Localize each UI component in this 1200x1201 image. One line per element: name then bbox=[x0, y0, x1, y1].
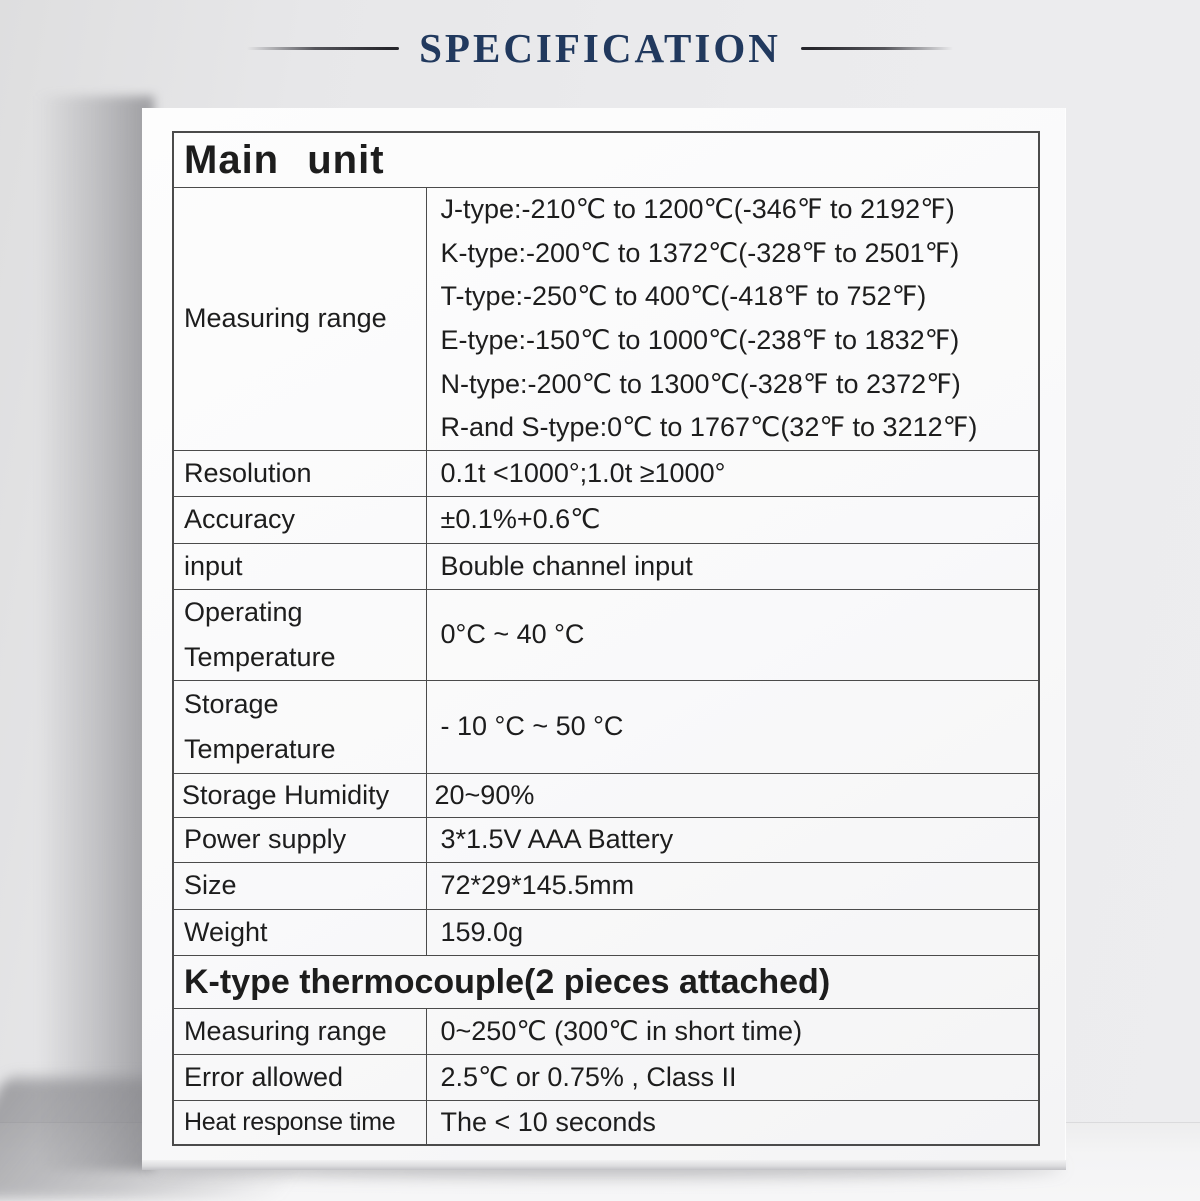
row-value-k-measuring-range: 0~250℃ (300℃ in short time) bbox=[425, 1008, 1040, 1055]
row-value-size: 72*29*145.5mm bbox=[425, 862, 1040, 910]
row-value-error-allowed: 2.5℃ or 0.75% , Class II bbox=[425, 1054, 1040, 1101]
row-label-resolution: Resolution bbox=[172, 450, 427, 497]
table-row-error-allowed: Error allowed 2.5℃ or 0.75% , Class II bbox=[172, 1054, 1040, 1101]
table-row-accuracy: Accuracy ±0.1%+0.6℃ bbox=[172, 496, 1040, 544]
section-header-main-unit: Main unit bbox=[172, 131, 1040, 188]
table-row-measuring-range: Measuring range J-type:-210℃ to 1200℃(-3… bbox=[172, 187, 1040, 451]
table-row-heat-response-time: Heat response time The < 10 seconds bbox=[172, 1100, 1040, 1146]
row-value-operating-temperature: 0°C ~ 40 °C bbox=[425, 589, 1040, 681]
row-value-measuring-range: J-type:-210℃ to 1200℃(-346℉ to 2192℉) K-… bbox=[425, 187, 1040, 451]
measuring-range-line-k: K-type:-200℃ to 1372℃(-328℉ to 2501℉) bbox=[440, 237, 960, 268]
row-label-measuring-range: Measuring range bbox=[172, 187, 427, 451]
spec-table: Main unit Measuring range J-type:-210℃ t… bbox=[172, 131, 1040, 1146]
row-label-operating-temperature: Operating Temperature bbox=[172, 589, 427, 681]
measuring-range-line-rs: R-and S-type:0℃ to 1767℃(32℉ to 3212℉) bbox=[440, 412, 978, 443]
row-label-heat-response-time: Heat response time bbox=[172, 1100, 427, 1146]
table-row-storage-temperature: Storage Temperature - 10 °C ~ 50 °C bbox=[172, 680, 1040, 774]
page-header: SPECIFICATION bbox=[0, 20, 1200, 76]
table-row-power-supply: Power supply 3*1.5V AAA Battery bbox=[172, 817, 1040, 863]
table-row-size: Size 72*29*145.5mm bbox=[172, 862, 1040, 910]
row-value-heat-response-time: The < 10 seconds bbox=[425, 1100, 1040, 1146]
table-row-storage-humidity: Storage Humidity 20~90% bbox=[172, 773, 1040, 818]
row-label-weight: Weight bbox=[172, 909, 427, 956]
table-row-input: input Bouble channel input bbox=[172, 543, 1040, 590]
measuring-range-line-e: E-type:-150℃ to 1000℃(-238℉ to 1832℉) bbox=[440, 324, 960, 355]
row-value-input: Bouble channel input bbox=[425, 543, 1040, 590]
section-header-row-k-type: K-type thermocouple(2 pieces attached) bbox=[172, 955, 1040, 1009]
page-title: SPECIFICATION bbox=[419, 24, 781, 71]
row-value-storage-humidity: 20~90% bbox=[425, 773, 1040, 818]
board-wall-shadow bbox=[38, 96, 154, 1170]
spec-board: Main unit Measuring range J-type:-210℃ t… bbox=[142, 108, 1066, 1170]
measuring-range-line-j: J-type:-210℃ to 1200℃(-346℉ to 2192℉) bbox=[440, 194, 955, 225]
row-value-storage-temperature: - 10 °C ~ 50 °C bbox=[425, 680, 1040, 774]
row-value-weight: 159.0g bbox=[425, 909, 1040, 956]
header-rule-left-line bbox=[247, 46, 400, 50]
row-label-accuracy: Accuracy bbox=[172, 496, 427, 544]
table-row-resolution: Resolution 0.1t <1000°;1.0t ≥1000° bbox=[172, 450, 1040, 497]
table-row-weight: Weight 159.0g bbox=[172, 909, 1040, 956]
row-value-power-supply: 3*1.5V AAA Battery bbox=[425, 817, 1040, 863]
row-label-input: input bbox=[172, 543, 427, 590]
row-label-storage-temperature: Storage Temperature bbox=[172, 680, 427, 774]
row-label-error-allowed: Error allowed bbox=[172, 1054, 427, 1101]
section-header-row-main-unit: Main unit bbox=[172, 131, 1040, 188]
row-label-power-supply: Power supply bbox=[172, 817, 427, 863]
row-value-resolution: 0.1t <1000°;1.0t ≥1000° bbox=[425, 450, 1040, 497]
row-label-storage-humidity: Storage Humidity bbox=[172, 773, 427, 818]
row-label-size: Size bbox=[172, 862, 427, 910]
row-value-accuracy: ±0.1%+0.6℃ bbox=[425, 496, 1040, 544]
table-row-k-measuring-range: Measuring range 0~250℃ (300℃ in short ti… bbox=[172, 1008, 1040, 1055]
section-header-k-type: K-type thermocouple(2 pieces attached) bbox=[172, 955, 1040, 1009]
header-rule-right-line bbox=[800, 46, 953, 50]
row-label-k-measuring-range: Measuring range bbox=[172, 1008, 427, 1055]
measuring-range-line-t: T-type:-250℃ to 400℃(-418℉ to 752℉) bbox=[440, 281, 927, 312]
measuring-range-line-n: N-type:-200℃ to 1300℃(-328℉ to 2372℉) bbox=[440, 368, 961, 399]
table-row-operating-temperature: Operating Temperature 0°C ~ 40 °C bbox=[172, 589, 1040, 681]
